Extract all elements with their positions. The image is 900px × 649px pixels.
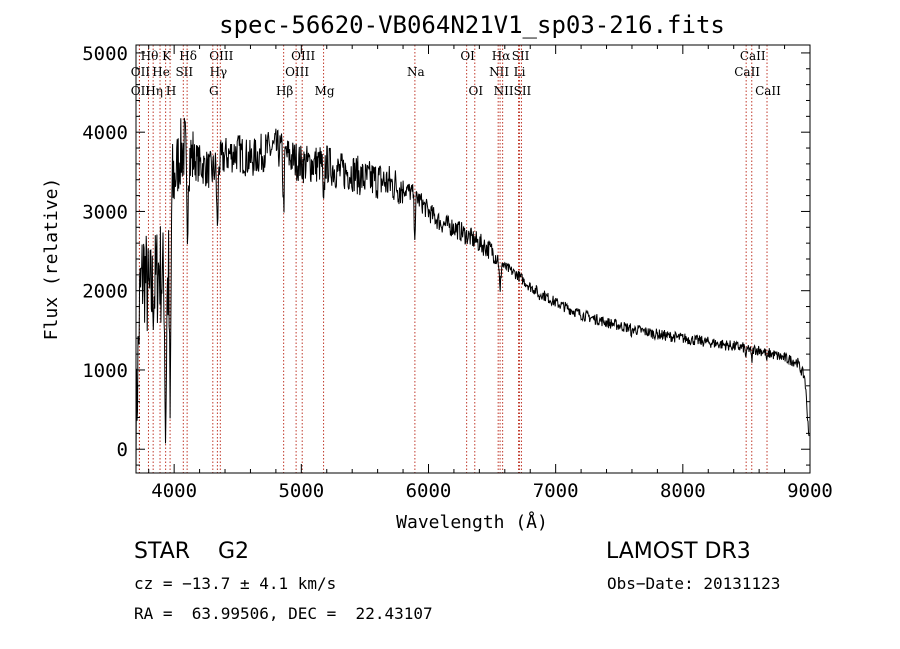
line-marker-label: Mg <box>315 84 335 98</box>
line-marker-label: He <box>152 65 170 79</box>
x-tick-label: 5000 <box>278 480 324 502</box>
plot-frame <box>135 44 811 474</box>
line-marker-label: OIII <box>209 49 233 63</box>
y-tick-label: 5000 <box>82 43 128 65</box>
line-marker-label: H <box>166 84 176 98</box>
line-marker-label: OII <box>131 65 151 79</box>
line-marker-label: Hδ <box>179 49 197 63</box>
axis-ticks: 4000 5000 6000 7000 8000 9000 0 1000 2000 3000 400… <box>82 43 833 502</box>
y-tick-label: 2000 <box>82 281 128 303</box>
x-tick-label: 9000 <box>787 480 833 502</box>
line-marker-label: K <box>162 49 172 63</box>
line-marker-label: CaII <box>755 84 781 98</box>
line-marker-label: NII <box>494 84 514 98</box>
line-marker-label: CaII <box>734 65 760 79</box>
redshift-text: cz = −13.7 ± 4.1 km/s <box>134 574 337 593</box>
obs-date-text: Obs−Date: 20131123 <box>607 574 781 593</box>
line-marker-label: CaII <box>740 49 766 63</box>
spectrum-line <box>135 117 810 474</box>
line-marker-label: Na <box>407 65 425 79</box>
x-tick-label: 8000 <box>660 480 706 502</box>
y-tick-label: 4000 <box>82 122 128 144</box>
line-marker-label: OIII <box>291 49 315 63</box>
x-tick-label: 6000 <box>406 480 452 502</box>
survey-name: LAMOST DR3 <box>606 539 751 564</box>
coordinates-text: RA = 63.99506, DEC = 22.43107 <box>134 604 433 623</box>
line-marker-label: Hγ <box>210 65 228 79</box>
y-tick-label: 0 <box>117 439 128 461</box>
line-marker-label: NII <box>489 65 509 79</box>
object-class: STAR G2 <box>134 539 250 564</box>
spectrum-series <box>135 117 810 474</box>
line-marker-label: SII <box>175 65 193 79</box>
line-marker-label: SII <box>512 49 530 63</box>
x-tick-label: 4000 <box>151 480 197 502</box>
x-axis-label: Wavelength (Å) <box>396 511 548 533</box>
line-marker-label: OIII <box>285 65 309 79</box>
line-marker-label: Hα <box>492 49 511 63</box>
line-marker-label: G <box>209 84 219 98</box>
y-tick-label: 1000 <box>82 360 128 382</box>
chart-title: spec-56620-VB064N21V1_sp03-216.fits <box>219 11 725 39</box>
line-marker-label: OI <box>460 49 475 63</box>
line-marker-label: Hη <box>145 84 163 98</box>
line-marker-label: Li <box>514 65 526 79</box>
y-axis-label: Flux (relative) <box>41 178 62 341</box>
line-marker-label: SII <box>514 84 532 98</box>
line-marker-label: OI <box>468 84 483 98</box>
x-tick-label: 7000 <box>533 480 579 502</box>
line-marker-label: Hβ <box>276 84 293 98</box>
line-marker-label: Hθ <box>141 49 159 63</box>
y-tick-label: 3000 <box>82 201 128 223</box>
